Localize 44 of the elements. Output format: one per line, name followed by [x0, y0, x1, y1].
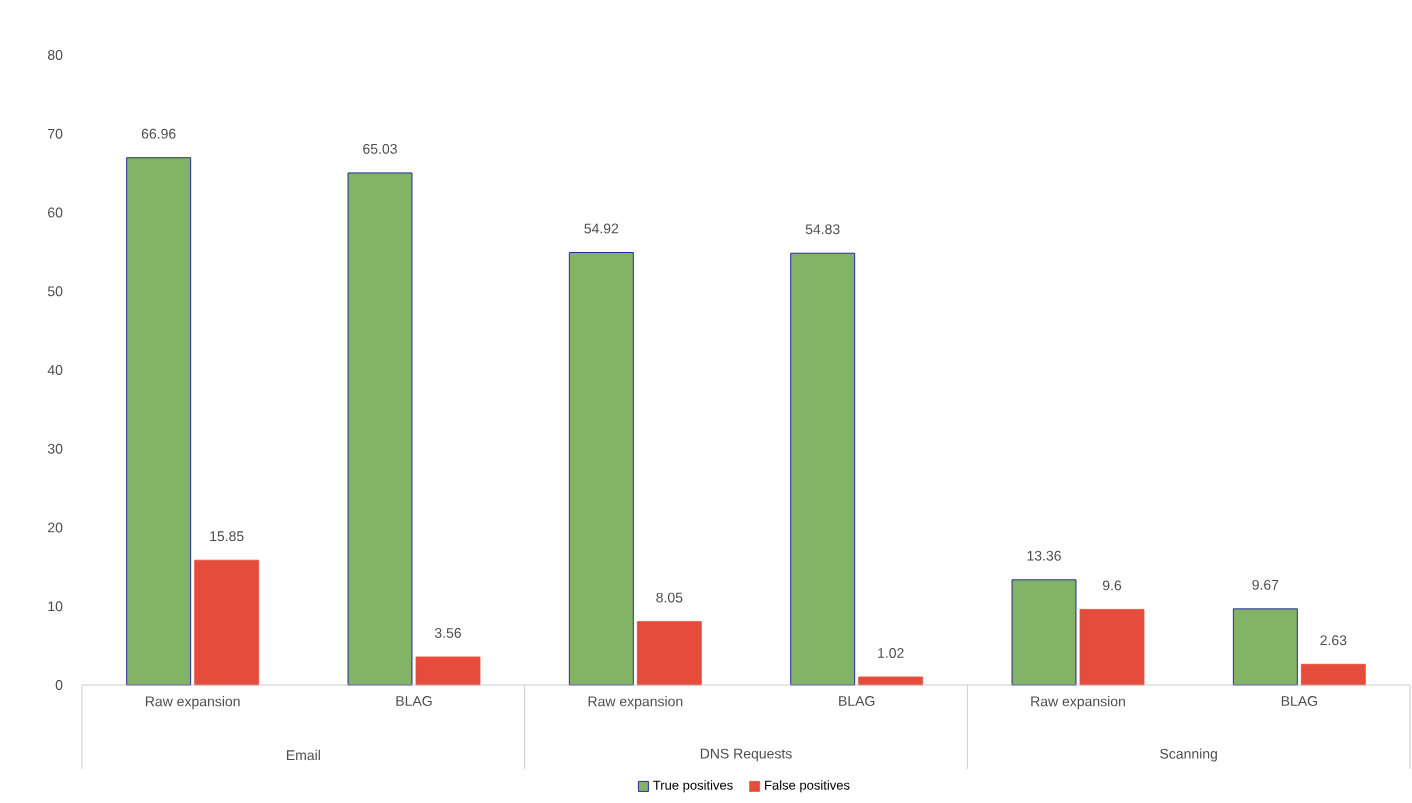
y-tick-label: 50 — [47, 286, 63, 297]
x-tick-label: BLAG — [396, 696, 432, 706]
bar — [568, 252, 634, 686]
data-label: 2.63 — [1320, 635, 1347, 646]
data-label: 9.6 — [1102, 580, 1122, 591]
bar — [858, 676, 924, 686]
data-label: 66.96 — [141, 128, 176, 139]
data-label: 1.02 — [878, 648, 904, 658]
y-tick-label: 20 — [48, 522, 63, 533]
data-label: 15.85 — [210, 531, 244, 542]
x-tick-label: Raw expansion — [1031, 696, 1125, 710]
y-tick-label: 40 — [47, 365, 63, 375]
bar — [636, 621, 702, 686]
y-tick-label: 70 — [48, 128, 63, 139]
data-label: 54.92 — [584, 223, 619, 234]
data-label: 9.67 — [1252, 579, 1279, 590]
text: DNS Requests — [700, 748, 792, 762]
data-label: 54.83 — [805, 224, 840, 235]
x-tick-label: Raw expansion — [145, 696, 240, 710]
data-label: 65.03 — [363, 143, 397, 154]
bar — [790, 252, 856, 686]
x-tick-label: Raw expansion — [588, 696, 683, 710]
y-tick-label: 80 — [47, 50, 63, 60]
bar — [1300, 663, 1366, 686]
data-label: 8.05 — [656, 592, 683, 603]
y-tick-label: 0 — [55, 680, 63, 690]
legend-label: True positives — [653, 780, 733, 793]
bar — [347, 172, 413, 686]
x-tick-label: BLAG — [839, 696, 875, 706]
data-label: 3.56 — [434, 628, 461, 638]
text: Scanning — [1160, 748, 1217, 762]
y-tick-label: 10 — [48, 601, 63, 612]
y-tick-label: 60 — [48, 207, 63, 218]
bar — [194, 559, 260, 686]
text: Email — [286, 749, 320, 761]
y-tick-label: 30 — [47, 443, 63, 454]
bar — [415, 656, 481, 686]
legend-label: False positives — [765, 780, 850, 793]
bar — [1011, 579, 1077, 686]
bar — [1079, 609, 1145, 686]
data-label: 13.36 — [1027, 550, 1061, 561]
bar — [1232, 608, 1298, 686]
x-tick-label: BLAG — [1281, 696, 1317, 706]
bar — [126, 157, 192, 686]
